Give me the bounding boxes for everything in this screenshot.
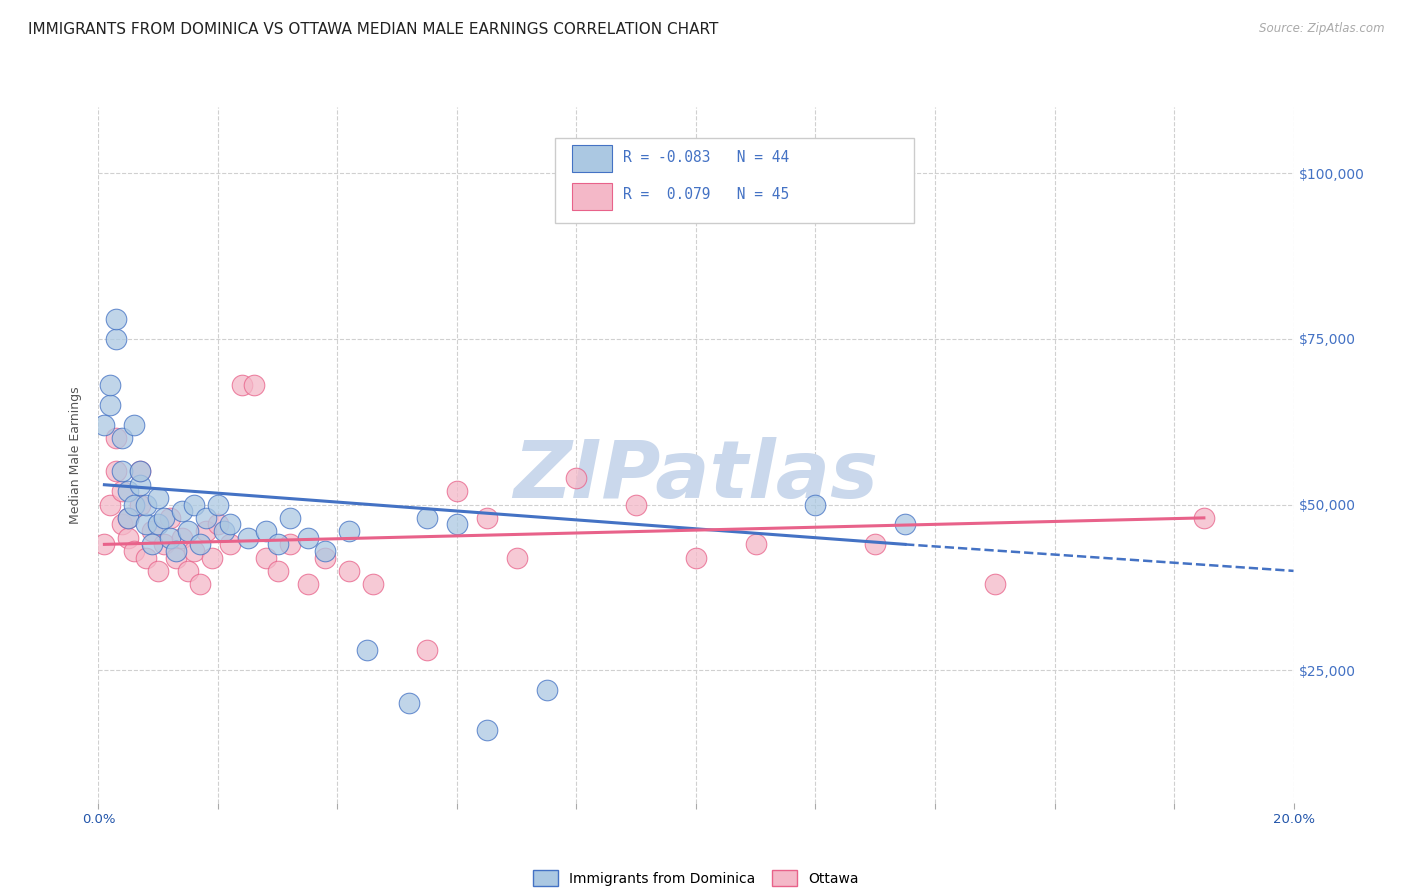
Point — [148, 517, 170, 532]
Point — [219, 537, 242, 551]
Point — [685, 550, 707, 565]
Text: Source: ZipAtlas.com: Source: ZipAtlas.com — [1260, 22, 1385, 36]
Point — [188, 577, 211, 591]
Point — [117, 531, 139, 545]
Point — [565, 471, 588, 485]
Point — [278, 511, 301, 525]
Point — [446, 484, 468, 499]
Point — [177, 524, 200, 538]
Point — [188, 537, 211, 551]
Point — [416, 643, 439, 657]
Point — [165, 544, 187, 558]
Point — [315, 550, 337, 565]
Point — [148, 564, 170, 578]
Point — [339, 564, 360, 578]
Point — [105, 465, 128, 479]
Point — [111, 431, 134, 445]
Point — [212, 524, 235, 538]
Text: R =  0.079   N = 45: R = 0.079 N = 45 — [623, 187, 789, 202]
Point — [267, 537, 290, 551]
Point — [129, 477, 152, 491]
Point — [745, 537, 768, 551]
Text: R = -0.083   N = 44: R = -0.083 N = 44 — [623, 151, 789, 165]
Point — [315, 544, 337, 558]
Point — [297, 531, 319, 545]
Point — [105, 312, 128, 326]
Point — [207, 498, 229, 512]
Point — [172, 531, 194, 545]
Point — [183, 544, 205, 558]
Y-axis label: Median Male Earnings: Median Male Earnings — [69, 386, 83, 524]
Point — [984, 577, 1007, 591]
Point — [894, 517, 917, 532]
Point — [183, 498, 205, 512]
Point — [124, 498, 146, 512]
Point — [626, 498, 648, 512]
Point — [129, 465, 152, 479]
Point — [111, 465, 134, 479]
Point — [165, 550, 187, 565]
Point — [236, 531, 259, 545]
Point — [105, 431, 128, 445]
Point — [100, 498, 122, 512]
Point — [141, 537, 163, 551]
Point — [111, 517, 134, 532]
Point — [124, 418, 146, 433]
Point — [135, 498, 157, 512]
Point — [111, 484, 134, 499]
Point — [207, 517, 229, 532]
Point — [278, 537, 301, 551]
Point — [159, 531, 181, 545]
Point — [100, 378, 122, 392]
Point — [267, 564, 290, 578]
Point — [254, 524, 277, 538]
Point — [177, 564, 200, 578]
Point — [117, 511, 139, 525]
Point — [135, 517, 157, 532]
Point — [398, 697, 420, 711]
Point — [195, 524, 218, 538]
Point — [172, 504, 194, 518]
Point — [506, 550, 529, 565]
Point — [1192, 511, 1215, 525]
Point — [363, 577, 385, 591]
Point — [148, 491, 170, 505]
Point — [135, 550, 157, 565]
Point — [339, 524, 360, 538]
Text: IMMIGRANTS FROM DOMINICA VS OTTAWA MEDIAN MALE EARNINGS CORRELATION CHART: IMMIGRANTS FROM DOMINICA VS OTTAWA MEDIA… — [28, 22, 718, 37]
Point — [124, 544, 146, 558]
Point — [153, 511, 176, 525]
Point — [117, 511, 139, 525]
Point — [201, 550, 224, 565]
Point — [195, 511, 218, 525]
Point — [93, 418, 115, 433]
Point — [141, 524, 163, 538]
Point — [219, 517, 242, 532]
Point — [865, 537, 887, 551]
Point — [159, 511, 181, 525]
Point — [804, 498, 827, 512]
Legend: Immigrants from Dominica, Ottawa: Immigrants from Dominica, Ottawa — [533, 871, 859, 887]
Point — [117, 484, 139, 499]
Point — [243, 378, 266, 392]
Point — [100, 398, 122, 412]
Point — [356, 643, 378, 657]
Point — [129, 498, 152, 512]
Point — [475, 511, 498, 525]
Point — [416, 511, 439, 525]
Text: ZIPatlas: ZIPatlas — [513, 437, 879, 515]
Point — [231, 378, 253, 392]
Point — [297, 577, 319, 591]
Point — [254, 550, 277, 565]
Point — [129, 465, 152, 479]
Point — [475, 723, 498, 737]
Point — [105, 332, 128, 346]
Point — [536, 683, 558, 698]
Point — [153, 537, 176, 551]
Point — [446, 517, 468, 532]
Point — [93, 537, 115, 551]
